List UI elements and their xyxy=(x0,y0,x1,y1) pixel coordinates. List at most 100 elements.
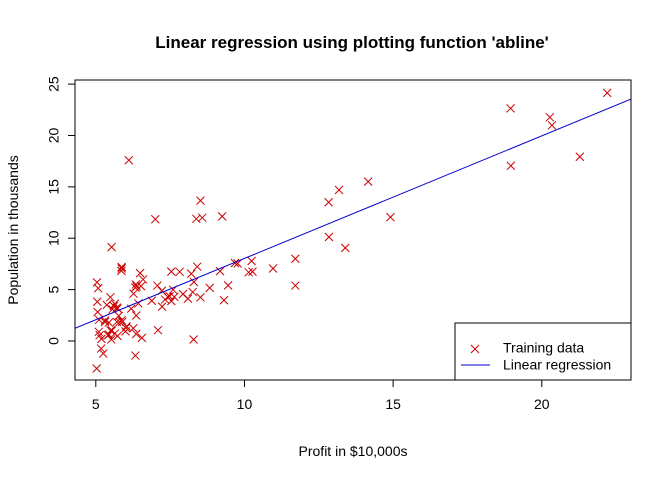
marker-stroke xyxy=(113,331,122,341)
y-axis: 0 5 10 15 20 25 xyxy=(46,76,76,345)
marker-stroke xyxy=(117,315,127,325)
marker-stroke xyxy=(175,267,185,277)
data-point xyxy=(110,299,120,309)
data-point xyxy=(247,256,256,266)
marker-stroke xyxy=(290,254,300,264)
data-point xyxy=(117,262,127,272)
marker-stroke xyxy=(131,280,141,289)
data-point xyxy=(189,335,198,344)
marker-stroke xyxy=(112,317,122,327)
data-point xyxy=(157,302,167,311)
data-point xyxy=(131,311,141,320)
data-point xyxy=(197,213,207,223)
marker-stroke xyxy=(124,155,134,165)
marker-stroke xyxy=(96,344,106,353)
data-point xyxy=(268,264,278,273)
y-tick-label: 20 xyxy=(46,127,62,143)
y-tick-label: 0 xyxy=(46,337,62,345)
data-point xyxy=(230,258,240,268)
x-axis-label: Profit in $10,000s xyxy=(299,443,408,459)
data-point xyxy=(92,364,102,373)
data-point xyxy=(117,315,127,325)
legend: Training data Linear regression xyxy=(454,322,632,381)
marker-stroke xyxy=(244,267,253,277)
marker-stroke xyxy=(192,262,202,272)
marker-stroke xyxy=(110,299,120,309)
data-point xyxy=(153,325,163,335)
data-point xyxy=(188,287,198,297)
y-tick-label: 10 xyxy=(46,230,62,246)
data-point xyxy=(244,267,253,277)
marker-stroke xyxy=(178,289,188,299)
marker-stroke xyxy=(137,333,147,343)
marker-stroke xyxy=(165,291,174,301)
marker-stroke xyxy=(95,330,105,340)
data-point xyxy=(248,267,257,276)
data-point xyxy=(150,214,160,224)
data-point xyxy=(93,283,103,293)
marker-stroke xyxy=(131,329,141,339)
marker-stroke xyxy=(386,212,395,222)
marker-stroke xyxy=(128,323,138,333)
data-point xyxy=(137,333,147,343)
marker-stroke xyxy=(131,311,141,320)
data-point xyxy=(106,335,116,344)
data-point xyxy=(96,344,106,353)
data-point xyxy=(92,278,102,287)
marker-stroke xyxy=(324,232,334,242)
data-point xyxy=(117,264,127,273)
data-point xyxy=(128,323,138,333)
data-point xyxy=(183,294,193,303)
marker-stroke xyxy=(136,281,146,291)
marker-stroke xyxy=(602,88,612,98)
marker-stroke xyxy=(109,301,119,311)
marker-stroke xyxy=(233,259,242,268)
marker-stroke xyxy=(126,304,136,314)
data-point xyxy=(290,281,300,290)
data-point xyxy=(131,351,140,360)
marker-stroke xyxy=(97,334,106,344)
marker-stroke xyxy=(106,292,115,302)
marker-stroke xyxy=(107,242,116,252)
marker-stroke xyxy=(188,287,198,297)
data-point xyxy=(98,349,108,358)
data-point xyxy=(138,275,148,284)
marker-stroke xyxy=(131,283,140,292)
data-point xyxy=(93,307,102,317)
marker-stroke xyxy=(93,307,102,317)
marker-stroke xyxy=(117,266,126,276)
data-point xyxy=(386,212,395,222)
data-point xyxy=(129,289,138,299)
data-point xyxy=(92,297,102,307)
legend-box xyxy=(454,322,632,381)
marker-stroke xyxy=(92,364,102,373)
marker-stroke xyxy=(223,281,233,290)
marker-stroke xyxy=(117,264,127,273)
data-point xyxy=(160,295,170,304)
data-point xyxy=(107,242,116,252)
data-point xyxy=(100,317,110,327)
marker-stroke xyxy=(196,293,205,302)
marker-stroke xyxy=(506,161,516,171)
data-point xyxy=(97,334,106,344)
marker-stroke xyxy=(197,213,207,223)
marker-stroke xyxy=(106,335,116,344)
data-point xyxy=(131,280,141,289)
legend-x-marker xyxy=(470,344,480,354)
marker-stroke xyxy=(150,214,160,224)
marker-stroke xyxy=(575,152,585,162)
data-point xyxy=(121,323,131,333)
marker-stroke xyxy=(191,214,201,224)
legend-training-data: Training data xyxy=(503,340,584,356)
data-point xyxy=(121,327,130,336)
data-point xyxy=(290,254,300,264)
marker-stroke xyxy=(290,281,300,290)
marker-stroke xyxy=(100,317,110,327)
data-point xyxy=(334,185,344,195)
data-point xyxy=(196,196,205,205)
data-point xyxy=(112,317,122,327)
x-axis: 5 10 15 20 xyxy=(92,379,550,412)
marker-stroke xyxy=(247,256,256,266)
marker-stroke xyxy=(153,281,162,290)
